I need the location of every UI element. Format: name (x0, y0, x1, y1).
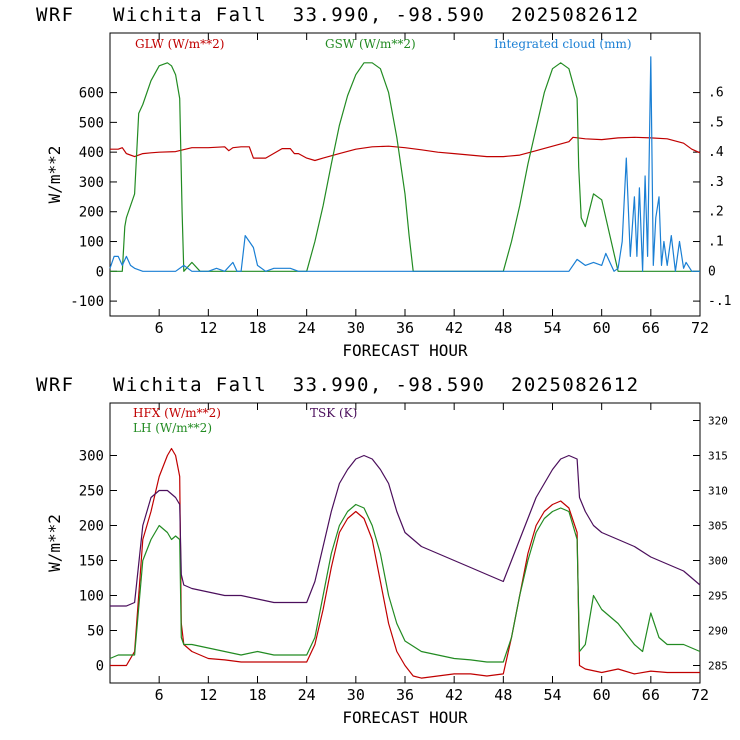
y-tick-label: 200 (79, 519, 104, 535)
x-tick-label: 36 (396, 319, 414, 337)
y2-tick-label: 290 (708, 625, 728, 638)
series-line-3 (110, 454, 701, 607)
series-line-2 (109, 503, 701, 663)
y-tick-label: 600 (79, 86, 104, 102)
series-line-2 (110, 62, 700, 272)
y-tick-label: -100 (70, 294, 104, 310)
legend-entry-1: GLW (W/m**2) (135, 37, 224, 51)
x-tick-label: 54 (543, 686, 561, 704)
x-tick-label: 12 (199, 319, 217, 337)
y2-tick-label: 285 (708, 660, 728, 673)
x-tick-label: 66 (642, 686, 660, 704)
x-tick-label: 72 (691, 319, 709, 337)
x-tick-label: 6 (155, 686, 164, 704)
x-axis-label: FORECAST HOUR (342, 708, 468, 727)
y2-tick-label: 310 (708, 485, 728, 498)
y-tick-label: 0 (96, 659, 104, 675)
y2-tick-label: 305 (708, 520, 728, 533)
x-tick-label: 18 (248, 319, 266, 337)
y-tick-label: 300 (79, 175, 104, 191)
y-tick-label: 250 (79, 484, 104, 500)
x-tick-label: 66 (642, 319, 660, 337)
x-tick-label: 60 (593, 319, 611, 337)
legend-entry-1: HFX (W/m**2) (133, 406, 221, 420)
y-tick-label: 500 (79, 115, 104, 131)
x-tick-label: 18 (248, 686, 266, 704)
x-tick-label: 42 (445, 319, 463, 337)
y2-tick-label: .2 (708, 205, 724, 220)
y2-tick-label: 0 (708, 264, 716, 279)
legend-entry-2: GSW (W/m**2) (325, 37, 416, 51)
y-tick-label: 0 (96, 264, 104, 280)
y2-tick-label: .3 (708, 175, 724, 190)
x-tick-label: 36 (396, 686, 414, 704)
panel-1-title: WRF Wichita Fall 33.990, -98.590 2025082… (36, 4, 640, 26)
plot-frame (109, 32, 701, 317)
legend-entry-3: TSK (K) (310, 406, 357, 420)
y-tick-label: 150 (79, 554, 104, 570)
y-tick-label: 400 (79, 145, 104, 161)
panel-2-chart: 6 12 18 24 30 36 42 48 54 60 66 72 FORECAST HOUR 0 50 1… (45, 402, 728, 727)
x-tick-label: 24 (298, 319, 316, 337)
x-tick-label: 42 (445, 686, 463, 704)
y-axis-label: W/m**2 (45, 146, 64, 204)
x-tick-label: 60 (593, 686, 611, 704)
y-tick-label: 100 (79, 589, 104, 605)
x-tick-label: 48 (494, 686, 512, 704)
y2-tick-label: .6 (708, 86, 724, 101)
x-tick-label: 6 (155, 319, 164, 337)
x-tick-label: 72 (691, 686, 709, 704)
y-tick-label: 300 (79, 449, 104, 465)
panel-1-chart: 6 12 18 24 30 36 42 48 54 60 66 72 FORECAST HOUR -100… (45, 32, 731, 360)
y2-tick-label: .4 (708, 145, 724, 160)
legend-entry-2: LH (W/m**2) (133, 421, 212, 435)
y-tick-label: 200 (79, 205, 104, 221)
x-tick-label: 24 (298, 686, 316, 704)
x-tick-label: 54 (543, 319, 561, 337)
legend-entry-3: Integrated cloud (mm) (494, 37, 632, 51)
y2-tick-label: 295 (708, 590, 728, 603)
y2-tick-label: 300 (708, 555, 728, 568)
y2-tick-label: 320 (708, 415, 728, 428)
x-tick-label: 12 (199, 686, 217, 704)
y2-tick-label: .1 (708, 235, 724, 250)
x-axis-label: FORECAST HOUR (342, 341, 468, 360)
x-tick-label: 30 (347, 686, 365, 704)
y-axis-label: W/m**2 (45, 514, 64, 572)
y2-tick-label: .5 (708, 115, 724, 130)
x-tick-label: 30 (347, 319, 365, 337)
y2-tick-label: 315 (708, 450, 728, 463)
x-tick-label: 48 (494, 319, 512, 337)
panel-2-title: WRF Wichita Fall 33.990, -98.590 2025082… (36, 374, 640, 396)
series-line-1 (110, 447, 700, 679)
series-line-3 (109, 56, 700, 272)
y-tick-label: 50 (87, 624, 104, 640)
y2-tick-label: -.1 (708, 294, 731, 309)
y-tick-label: 100 (79, 235, 104, 251)
series-line-1 (110, 136, 701, 162)
